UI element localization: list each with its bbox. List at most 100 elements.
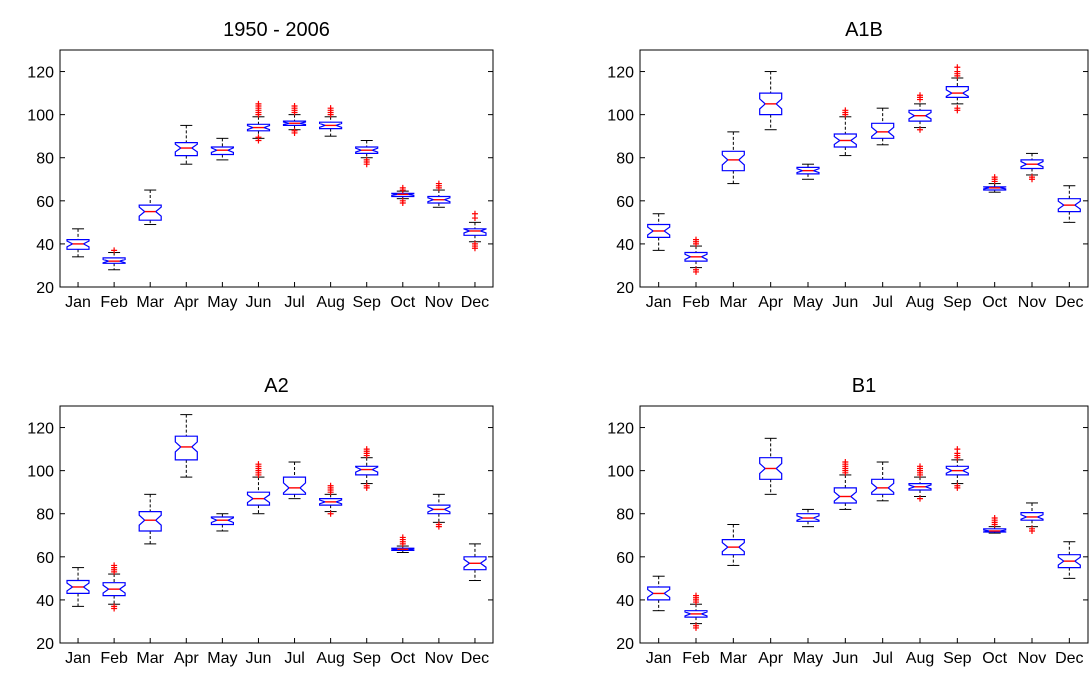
x-tick-label: Sep	[352, 650, 381, 667]
box-jan	[647, 575, 671, 612]
box-nov	[1020, 152, 1044, 183]
x-tick-label: Mar	[720, 650, 748, 667]
x-tick-label: Oct	[982, 650, 1007, 667]
box-oct	[983, 515, 1007, 534]
x-tick-label: Dec	[461, 294, 489, 311]
outlier-point	[399, 197, 406, 204]
outlier-point	[363, 156, 370, 163]
y-tick-label: 80	[36, 151, 54, 168]
outlier-point	[1029, 174, 1035, 181]
chart-panel-2: A2 20 40 60 80 100 120 Jan Feb Mar Apr May Jun Jul Aug…	[27, 375, 494, 667]
outlier-point	[111, 562, 118, 569]
box-body	[463, 228, 487, 236]
outlier-point	[693, 622, 699, 629]
x-tick-label: Jul	[284, 294, 304, 311]
box-may	[796, 508, 820, 528]
box-jun	[833, 107, 857, 157]
y-tick-label: 100	[27, 108, 54, 125]
box-body	[174, 435, 198, 461]
x-tick-label: Jun	[832, 294, 858, 311]
x-tick-label: Feb	[682, 650, 710, 667]
box-oct	[391, 184, 415, 206]
box-feb	[102, 247, 126, 271]
y-tick-label: 60	[36, 550, 54, 567]
chart-panel-0: 1950 - 2006 20 40 60 80 100 120 Jan Feb Mar Apr May…	[27, 19, 494, 311]
box-body	[871, 122, 895, 139]
chart-title: 1950 - 2006	[223, 19, 330, 41]
box-body	[871, 478, 895, 495]
outlier-point	[1029, 525, 1035, 532]
y-tick-label: 40	[36, 237, 54, 254]
box-dec	[1057, 185, 1081, 223]
outlier-point	[327, 510, 334, 517]
y-tick-label: 40	[616, 237, 634, 254]
x-tick-label: Oct	[390, 650, 415, 667]
box-dec	[463, 543, 487, 582]
outlier-point	[954, 64, 961, 71]
x-tick-label: Jan	[646, 650, 672, 667]
box-body	[355, 465, 379, 476]
x-tick-label: Feb	[682, 294, 710, 311]
x-tick-label: Nov	[1018, 294, 1046, 311]
y-tick-label: 20	[36, 636, 54, 653]
box-feb	[102, 562, 126, 612]
y-tick-label: 80	[616, 507, 634, 524]
outlier-point	[435, 521, 442, 528]
box-mar	[138, 189, 162, 226]
box-body	[282, 476, 307, 495]
outlier-point	[917, 92, 923, 99]
x-tick-label: May	[207, 294, 237, 311]
outlier-point	[327, 482, 334, 489]
box-sep	[355, 139, 379, 168]
box-jul	[871, 107, 895, 146]
box-body	[174, 142, 198, 157]
outlier-point	[255, 100, 262, 107]
outlier-point	[954, 105, 961, 112]
outlier-point	[991, 515, 998, 522]
chart-title: A2	[264, 375, 288, 397]
outlier-point	[111, 603, 118, 610]
box-may	[210, 513, 234, 532]
x-tick-label: May	[207, 650, 237, 667]
box-jan	[647, 213, 671, 251]
box-jun	[246, 100, 271, 144]
y-tick-label: 100	[27, 464, 54, 481]
box-jun	[833, 459, 857, 510]
x-tick-label: Aug	[906, 650, 934, 667]
box-apr	[759, 71, 783, 131]
x-tick-label: Aug	[906, 294, 934, 311]
outlier-point	[291, 127, 298, 134]
outlier-point	[954, 482, 961, 489]
box-sep	[355, 446, 379, 491]
x-tick-label: Mar	[720, 294, 748, 311]
x-tick-label: Jul	[872, 294, 892, 311]
x-tick-label: Feb	[100, 650, 128, 667]
box-sep	[945, 446, 969, 491]
y-tick-label: 120	[27, 421, 54, 438]
x-tick-label: Oct	[982, 294, 1007, 311]
x-tick-label: Oct	[390, 294, 415, 311]
outlier-point	[991, 174, 998, 181]
x-tick-label: Jan	[646, 294, 672, 311]
outlier-point	[291, 103, 298, 110]
chart-title: A1B	[845, 19, 883, 41]
y-tick-label: 60	[616, 550, 634, 567]
outlier-point	[111, 247, 118, 254]
outlier-point	[255, 134, 262, 141]
outlier-point	[399, 534, 406, 541]
x-tick-label: Jun	[246, 650, 272, 667]
outlier-point	[917, 495, 923, 502]
box-jul	[282, 103, 307, 136]
y-tick-label: 40	[36, 593, 54, 610]
box-nov	[427, 493, 451, 530]
outlier-point	[693, 266, 699, 273]
y-tick-label: 20	[616, 636, 634, 653]
plot-frame	[639, 49, 1089, 288]
outlier-point	[693, 592, 699, 599]
x-tick-label: Jul	[872, 650, 892, 667]
box-mar	[138, 493, 162, 545]
box-jun	[246, 461, 271, 515]
y-tick-label: 20	[616, 280, 634, 297]
